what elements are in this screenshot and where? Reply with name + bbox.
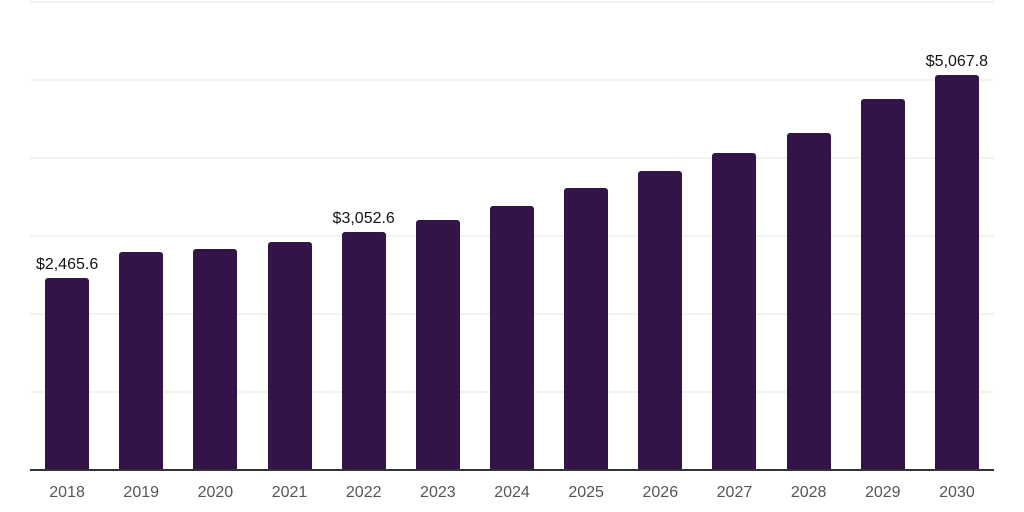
value-label-2018: $2,465.6 [35,255,99,273]
x-tick-label-2022: 2022 [345,484,382,501]
bar-2025[interactable] [564,188,609,470]
x-tick-label-2025: 2025 [568,484,604,501]
gridline-5000 [30,79,994,81]
bar-2020[interactable] [193,248,238,470]
bar-2030[interactable] [934,74,979,470]
gridline-4000 [30,157,994,159]
bar-2024[interactable] [490,205,534,470]
bar-2018[interactable] [45,277,90,470]
x-tick-label-2018: 2018 [49,484,85,501]
x-tick-label-2019: 2019 [123,484,160,501]
bar-2027[interactable] [712,153,757,470]
x-tick-label-2027: 2027 [716,484,753,501]
bar-2026[interactable] [638,171,683,470]
value-label-2030: $5,067.8 [925,52,989,70]
x-tick-label-2026: 2026 [642,484,679,501]
bar-2022[interactable] [341,231,386,470]
x-tick-label-2023: 2023 [420,484,456,501]
bar-2019[interactable] [119,251,164,470]
bar-2029[interactable] [860,98,905,470]
x-tick-label-2029: 2029 [864,484,901,501]
x-tick-label-2021: 2021 [271,484,308,501]
x-tick-label-2024: 2024 [494,484,530,501]
bar-2023[interactable] [415,220,460,470]
x-tick-label-2020: 2020 [197,484,234,501]
x-tick-label-2028: 2028 [790,484,827,501]
bar-2028[interactable] [786,133,831,470]
x-axis-line [30,469,994,471]
gridline-6000 [30,1,994,3]
value-label-2022: $3,052.6 [332,209,395,227]
x-tick-label-2030: 2030 [939,484,975,501]
bar-2021[interactable] [267,242,312,470]
